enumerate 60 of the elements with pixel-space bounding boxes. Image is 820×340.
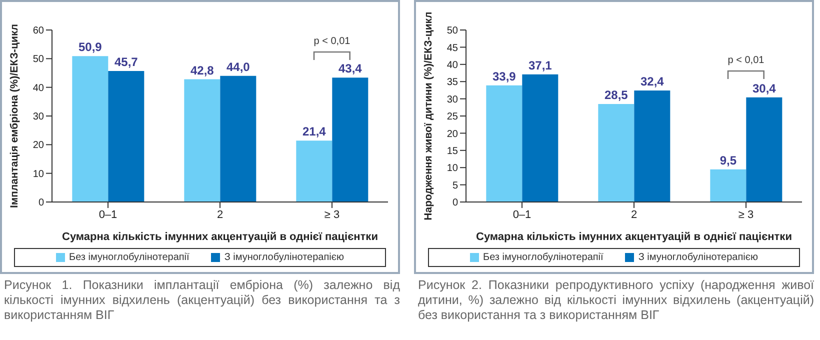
data-label: 30,4 bbox=[752, 81, 776, 96]
bar bbox=[710, 169, 746, 202]
x-tick-label: ≥ 3 bbox=[738, 208, 754, 221]
y-tick-label: 0 bbox=[452, 198, 458, 209]
x-axis-title: Сумарна кількість імунних акцентуацій в однієї пацієнтки bbox=[476, 231, 792, 243]
y-tick-label: 25 bbox=[446, 112, 458, 123]
y-tick-label: 20 bbox=[32, 140, 44, 152]
annotation: p < 0,01 bbox=[312, 36, 352, 47]
bar bbox=[184, 79, 220, 202]
data-label: 37,1 bbox=[528, 58, 552, 72]
bar bbox=[108, 70, 144, 202]
data-label: 42,8 bbox=[190, 63, 214, 78]
bar bbox=[634, 90, 670, 202]
y-tick-label: 5 bbox=[452, 180, 458, 192]
bar bbox=[486, 85, 522, 202]
bar bbox=[296, 140, 332, 202]
bar bbox=[332, 78, 368, 202]
text: Рисунок 2. Показники репродуктивного успіху (народження живої дитини, %) залежно від кількості імунних відхилень (акцентуацій) без використання та з використанням ВІГ bbox=[417, 278, 815, 323]
y-tick-label: 35 bbox=[446, 77, 458, 88]
data-label: 44,0 bbox=[226, 60, 250, 74]
data-label: 50,9 bbox=[78, 40, 102, 54]
bar bbox=[72, 56, 108, 202]
data-label: 9,5 bbox=[720, 153, 737, 168]
bar bbox=[220, 76, 256, 202]
data-label: 33,9 bbox=[492, 69, 516, 84]
x-tick-label: 0–1 bbox=[98, 208, 118, 221]
x-tick-label: 2 bbox=[630, 208, 638, 221]
data-label: 43,4 bbox=[338, 62, 362, 76]
y-axis-title: Народження живої дитини (%)/ЕКЗ-цикл bbox=[422, 12, 435, 220]
legend-label: З імуноглобулінотерапією bbox=[637, 252, 758, 263]
y-tick-label: 45 bbox=[446, 42, 458, 54]
y-tick-label: 20 bbox=[446, 128, 458, 140]
y-tick-label: 50 bbox=[32, 54, 44, 66]
bar bbox=[598, 104, 634, 202]
y-tick-label: 40 bbox=[446, 60, 458, 71]
data-label: 28,5 bbox=[604, 88, 628, 102]
data-label: 45,7 bbox=[114, 54, 138, 69]
legend-label: З імуноглобулінотерапією bbox=[223, 252, 344, 263]
y-tick-label: 30 bbox=[32, 112, 44, 123]
y-tick-label: 30 bbox=[446, 94, 458, 106]
y-tick-label: 15 bbox=[446, 146, 458, 157]
y-axis-title: Імплантація ембріона (%)/ЕКЗ-цикл bbox=[8, 24, 21, 208]
text: Рисунок 1. Показники імплантації ембріона (%) залежно від кількості імунних відхилень (акцентуацій) без використання та з використанням ВІГ bbox=[3, 278, 401, 323]
y-tick-label: 60 bbox=[32, 26, 44, 37]
y-tick-label: 10 bbox=[446, 163, 458, 174]
bar bbox=[522, 74, 558, 202]
bar bbox=[746, 97, 782, 202]
x-axis-title: Сумарна кількість імунних акцентуацій в однієї пацієнтки bbox=[62, 231, 378, 243]
x-tick-label: 2 bbox=[216, 208, 224, 221]
y-tick-label: 0 bbox=[38, 198, 44, 209]
data-label: 32,4 bbox=[640, 74, 664, 89]
legend-label: Без імуноглобулінотерапії bbox=[68, 252, 190, 263]
x-tick-label: 0–1 bbox=[512, 208, 532, 221]
legend-label: Без імуноглобулінотерапії bbox=[482, 252, 604, 263]
x-tick-label: ≥ 3 bbox=[324, 208, 340, 221]
annotation: p < 0,01 bbox=[726, 55, 766, 66]
y-tick-label: 10 bbox=[32, 168, 44, 180]
y-tick-label: 40 bbox=[32, 82, 44, 94]
data-label: 21,4 bbox=[302, 124, 326, 139]
y-tick-label: 50 bbox=[446, 26, 458, 37]
